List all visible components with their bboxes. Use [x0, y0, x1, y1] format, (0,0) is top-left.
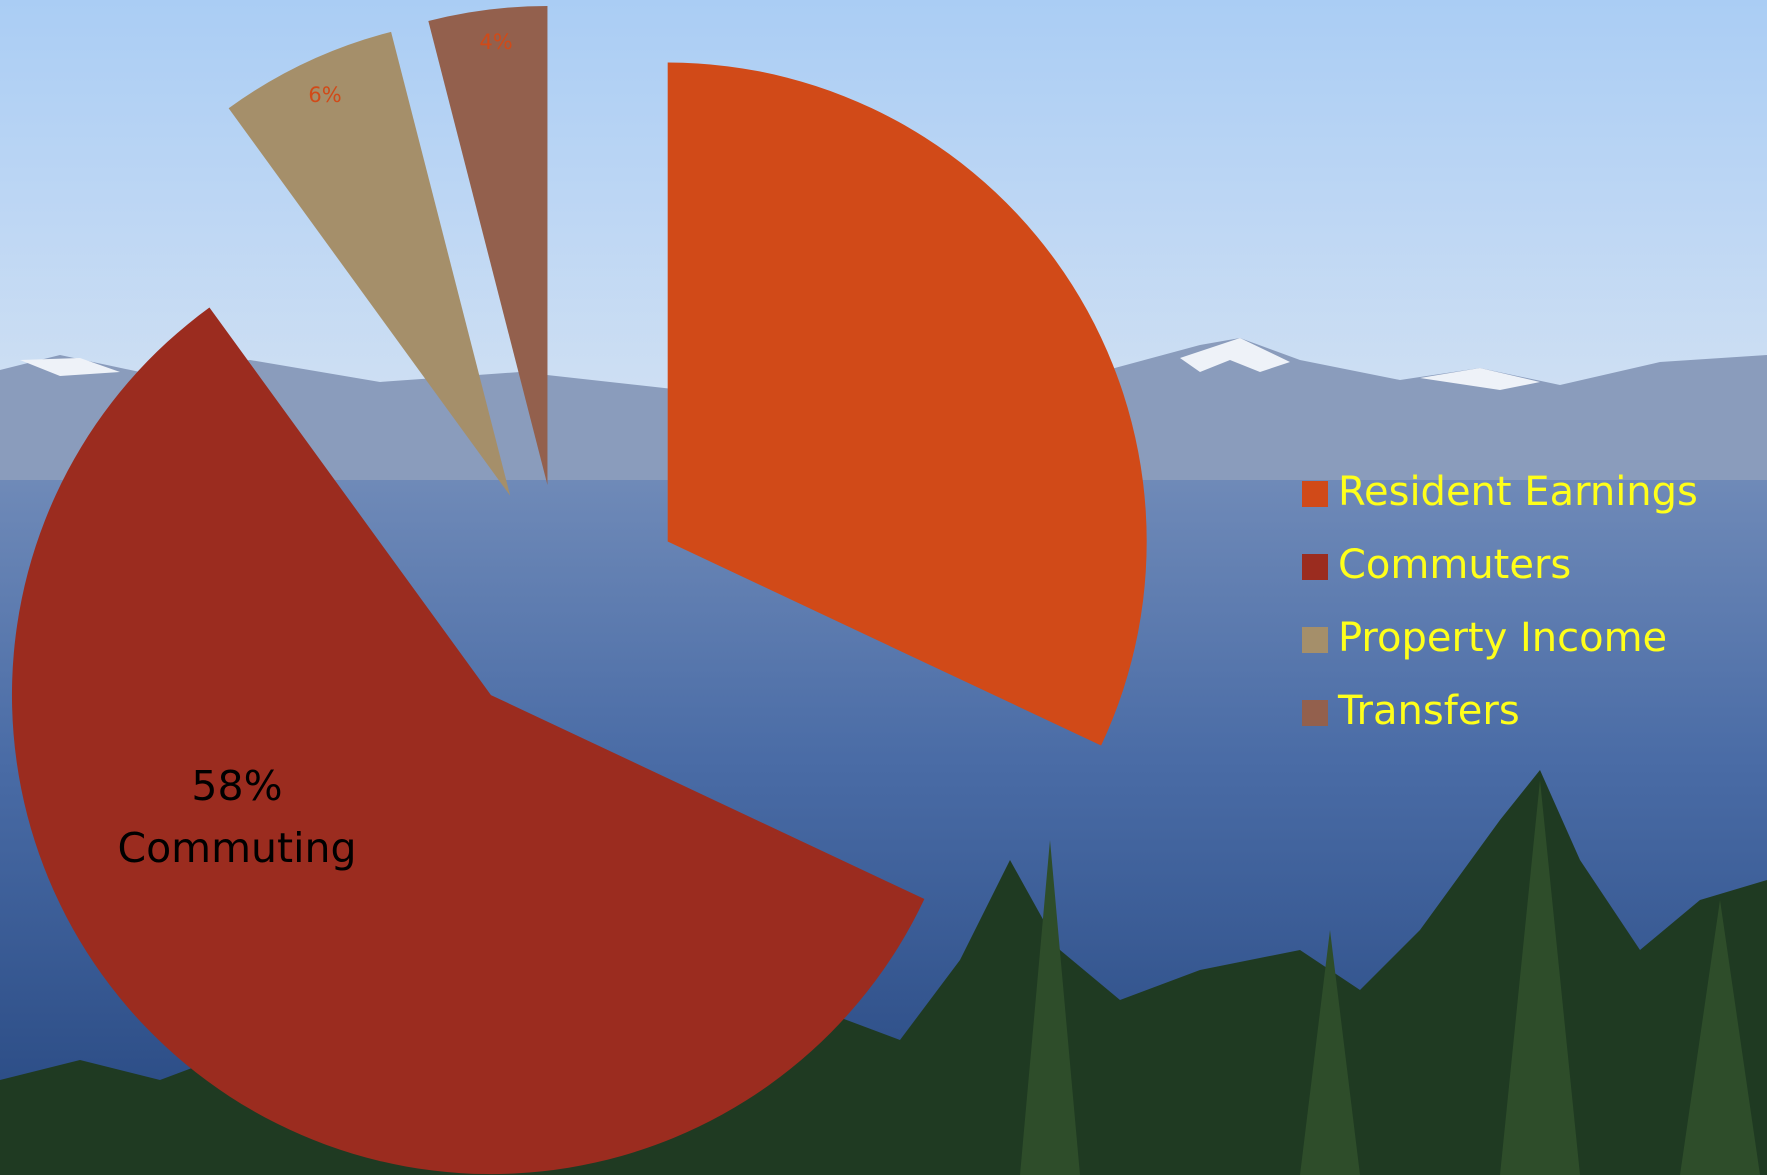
data-label: 4%	[479, 30, 512, 54]
legend-swatch	[1302, 700, 1328, 726]
pie-slice	[667, 62, 1147, 746]
legend-label: Property Income	[1338, 615, 1667, 661]
pie-slice	[428, 5, 548, 485]
data-label: 6%	[308, 83, 341, 107]
legend-swatch	[1302, 481, 1328, 507]
annotation: Commuting	[117, 824, 356, 872]
legend-label: Resident Earnings	[1338, 469, 1698, 515]
legend-label: Commuters	[1338, 542, 1571, 588]
legend-swatch	[1302, 554, 1328, 580]
legend-swatch	[1302, 627, 1328, 653]
pie-slice	[228, 31, 511, 496]
data-label: 58%	[191, 762, 282, 810]
pie: 58% Commuting 6% 4%	[11, 5, 1147, 1175]
legend-label: Transfers	[1337, 688, 1520, 734]
pie-slice	[11, 307, 925, 1175]
legend: Resident Earnings Commuters Property Incom…	[1302, 469, 1698, 734]
